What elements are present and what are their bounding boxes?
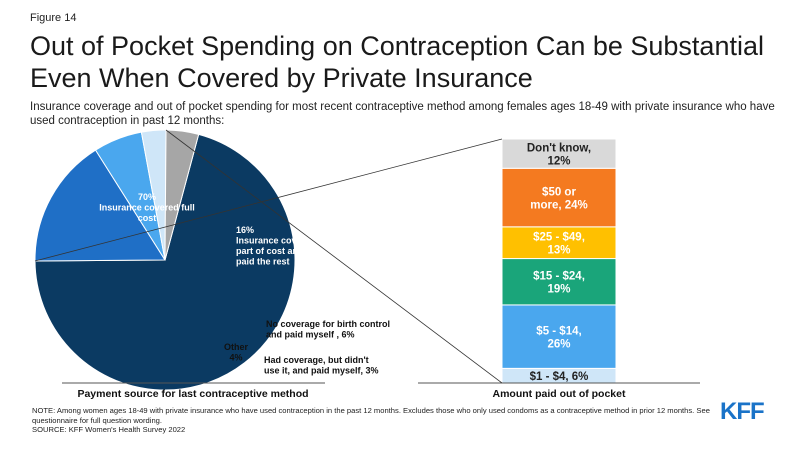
connector-line-top <box>34 138 503 262</box>
bar-segment-4 <box>501 226 617 260</box>
pie-slice-label-5: Other 4% <box>224 342 249 363</box>
title-line-1: Out of Pocket Spending on Contraception … <box>30 31 764 61</box>
bar-segment-label-3: $15 - $24, 19% <box>533 271 585 296</box>
bar-segment-label-6: Don't know, 12% <box>527 143 591 168</box>
title-line-2: Even When Covered by Private Insurance <box>30 63 533 93</box>
chart-subtitle: Insurance coverage and out of pocket spe… <box>30 101 775 127</box>
bar-segment-label-2: $5 - $14, 26% <box>536 326 581 351</box>
pie-slice-label-3: No coverage for birth control and paid my… <box>266 319 390 340</box>
chart-title: Out of Pocket Spending on Contraception … <box>30 30 790 94</box>
bar-segment-label-1: $1 - $4, 6% <box>530 371 589 383</box>
bar-segment-6 <box>501 138 617 169</box>
pie-slice-label-1: 70% Insurance covered full cost <box>99 192 195 223</box>
figure-label: Figure 14 <box>30 12 77 24</box>
connector-line-bottom <box>165 129 503 384</box>
note-text: NOTE: Among women ages 18-49 with privat… <box>32 406 710 425</box>
bar-segment-label-4: $25 - $49, 13% <box>533 232 585 257</box>
pie-slice-1 <box>34 133 296 391</box>
pie-slice-label-4: Had coverage, but didn't use it, and paid… <box>264 355 379 376</box>
bar-axis-label: Amount paid out of pocket <box>493 388 626 400</box>
kff-logo: KFF <box>720 398 765 425</box>
bar-segment-label-5: $50 or more, 24% <box>530 187 588 212</box>
pie-slice-2 <box>34 149 166 262</box>
footnotes: NOTE: Among women ages 18-49 with privat… <box>32 406 712 435</box>
bar-segment-2 <box>501 304 617 369</box>
source-text: SOURCE: KFF Women's Health Survey 2022 <box>32 425 186 435</box>
pie-axis-label: Payment source for last contraceptive me… <box>77 388 308 400</box>
